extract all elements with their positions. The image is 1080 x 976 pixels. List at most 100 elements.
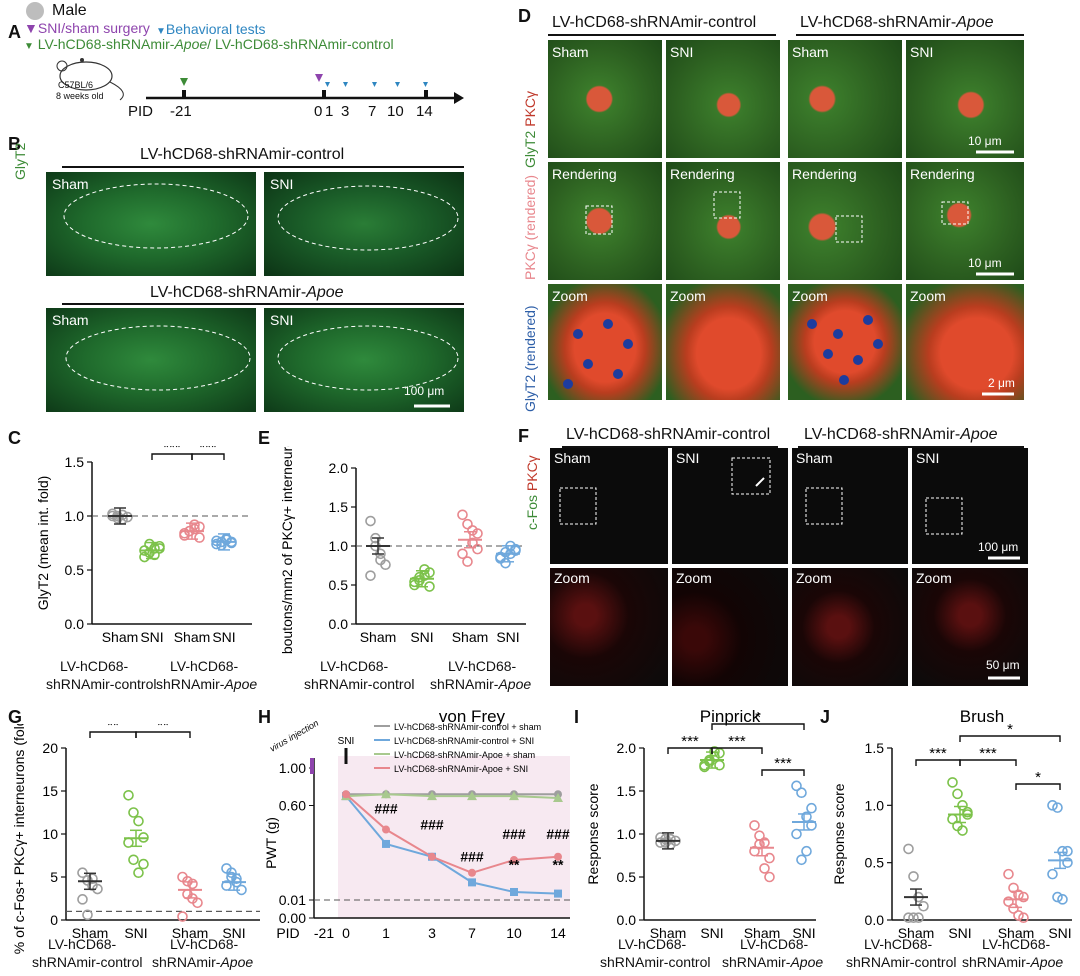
c-xtick-label: SNI (140, 629, 163, 645)
g-point (133, 867, 144, 878)
mouse-age: 8 weeks old (56, 91, 104, 101)
j-point (1003, 868, 1014, 880)
j-point (947, 777, 958, 788)
panel-letter-c: C (8, 428, 21, 448)
f-group1-title: LV-hCD68-shRNAmir-control (566, 426, 771, 443)
e-ytick-label: 1.0 (329, 538, 349, 554)
b-group1-title: LV-hCD68-shRNAmir-control (140, 146, 345, 163)
j-point (952, 788, 963, 800)
e-point (457, 509, 468, 521)
j-ytick-label: 1.0 (865, 797, 885, 813)
h-title: von Frey (439, 707, 506, 726)
e-grp-ctrl1: LV-hCD68- (320, 658, 389, 674)
g-sig-bracket (135, 731, 191, 738)
i-point (801, 845, 812, 857)
male-dot-icon (26, 2, 44, 20)
b-group2-title: LV-hCD68-shRNAmir-Apoe (150, 284, 344, 301)
d-r1-c2: SNI (666, 40, 780, 158)
d-r3-c1: Zoom (548, 284, 662, 400)
panel-letter-i: I (574, 707, 580, 727)
g-grp-apoe1: LV-hCD68- (170, 936, 239, 952)
mouse-icon (56, 58, 124, 101)
c-ytick-label: 1.5 (65, 454, 85, 470)
g-point (192, 897, 203, 909)
b-scale-bar-label: 100 μm (404, 384, 445, 398)
j-point (1013, 910, 1024, 921)
c-ytick-label: 0.0 (65, 616, 85, 632)
g-ylabel: % of c-Fos+ PKCγ+ interneurons (fold) (11, 724, 27, 954)
g-point (133, 815, 144, 827)
f-group1-line (562, 446, 778, 448)
d-r2-c2: Rendering (666, 162, 780, 280)
tick-3: 3 (341, 103, 350, 120)
mouse-strain: C57BL/6 (58, 80, 94, 90)
d-group1-title: LV-hCD68-shRNAmir-control (552, 14, 757, 31)
e-point (419, 564, 430, 575)
i-sig-label: * (755, 709, 761, 726)
j-point (1018, 912, 1029, 924)
b-label-sham-2: Sham (52, 312, 89, 328)
c-sig-label: *** (163, 446, 181, 456)
j-xtick-label: Sham (898, 925, 935, 941)
i-point (791, 828, 802, 840)
g-grp-ctrl1: LV-hCD68- (48, 936, 117, 952)
e-xtick-label: SNI (496, 629, 519, 645)
f-r1-c4-label: SNI (916, 450, 940, 466)
d-r2-c3: Rendering (788, 162, 902, 280)
j-point (957, 825, 968, 836)
chart-i: 0.0 0.5 1.0 1.5 2.0 Response score Pinprick Sha… (585, 707, 817, 941)
i-xtick-label: Sham (650, 925, 687, 941)
f-r1-c1: Sham (550, 448, 668, 564)
f-r1-c4: SNI 100 μm (912, 448, 1028, 564)
i-xtick-label: SNI (792, 925, 815, 941)
f-r1-c1-label: Sham (554, 450, 591, 466)
d-r3-c1-label: Zoom (552, 288, 588, 304)
d-image-grid: Sham SNI Sham SNI 10 μm Rendering Render… (548, 40, 1028, 400)
i-ytick-label: 2.0 (617, 740, 637, 756)
green-triangle-icon: ▼ (24, 41, 34, 52)
j-grp-apoe1: LV-hCD68- (982, 936, 1051, 952)
j-ytick-label: 0.0 (865, 912, 885, 928)
g-xtick-label: SNI (124, 925, 147, 941)
c-grp-apoe1: LV-hCD68- (170, 658, 239, 674)
h-ytick-label: 0.00 (279, 910, 306, 926)
c-point (144, 538, 155, 550)
g-point (123, 790, 134, 801)
h-xtick-label: 3 (428, 925, 436, 940)
d-r2-c3-label: Rendering (792, 166, 857, 182)
h-virus-label: virus injection (268, 718, 320, 754)
j-point (1008, 903, 1019, 914)
h-annotation: ### (420, 817, 444, 833)
h-series-line (345, 793, 559, 799)
j-sig-label: * (1035, 769, 1041, 786)
d-r2-c4: Rendering 10 μm (906, 162, 1024, 280)
c-point (211, 538, 222, 550)
d-r2-c1-label: Rendering (552, 166, 617, 182)
i-grp-ctrl1: LV-hCD68- (618, 936, 687, 952)
d-scale-3: 2 μm (988, 376, 1015, 390)
g-xtick-label: Sham (72, 925, 109, 941)
j-point (1062, 857, 1073, 868)
d-r3-c4-label: Zoom (910, 288, 946, 304)
e-group-labels: LV-hCD68- shRNAmir-control LV-hCD68- shR… (300, 658, 540, 704)
f-r2-c2: Zoom (672, 568, 788, 686)
g-ytick-label: 15 (42, 783, 58, 799)
j-point (1047, 868, 1058, 880)
h-point (427, 791, 437, 801)
c-ytick-label: 1.0 (65, 508, 85, 524)
j-xtick-label: SNI (1048, 925, 1071, 941)
h-point (554, 852, 562, 861)
b-group1-line (62, 166, 464, 168)
j-point (1047, 800, 1058, 811)
h-legend-label: LV-hCD68-shRNAmir-Apoe + sham (394, 750, 535, 760)
g-xtick-label: SNI (222, 925, 245, 941)
tick-14: 14 (416, 103, 433, 120)
h-series-line (345, 795, 559, 895)
i-sig-bracket (711, 747, 763, 754)
e-point (472, 528, 483, 539)
i-xtick-label: Sham (744, 925, 781, 941)
c-ylabel: GlyT2 (mean int. fold) (35, 476, 51, 611)
c-ytick-label: 0.5 (65, 562, 85, 578)
f-r1-c2-label: SNI (676, 450, 700, 466)
c-point (122, 511, 133, 523)
